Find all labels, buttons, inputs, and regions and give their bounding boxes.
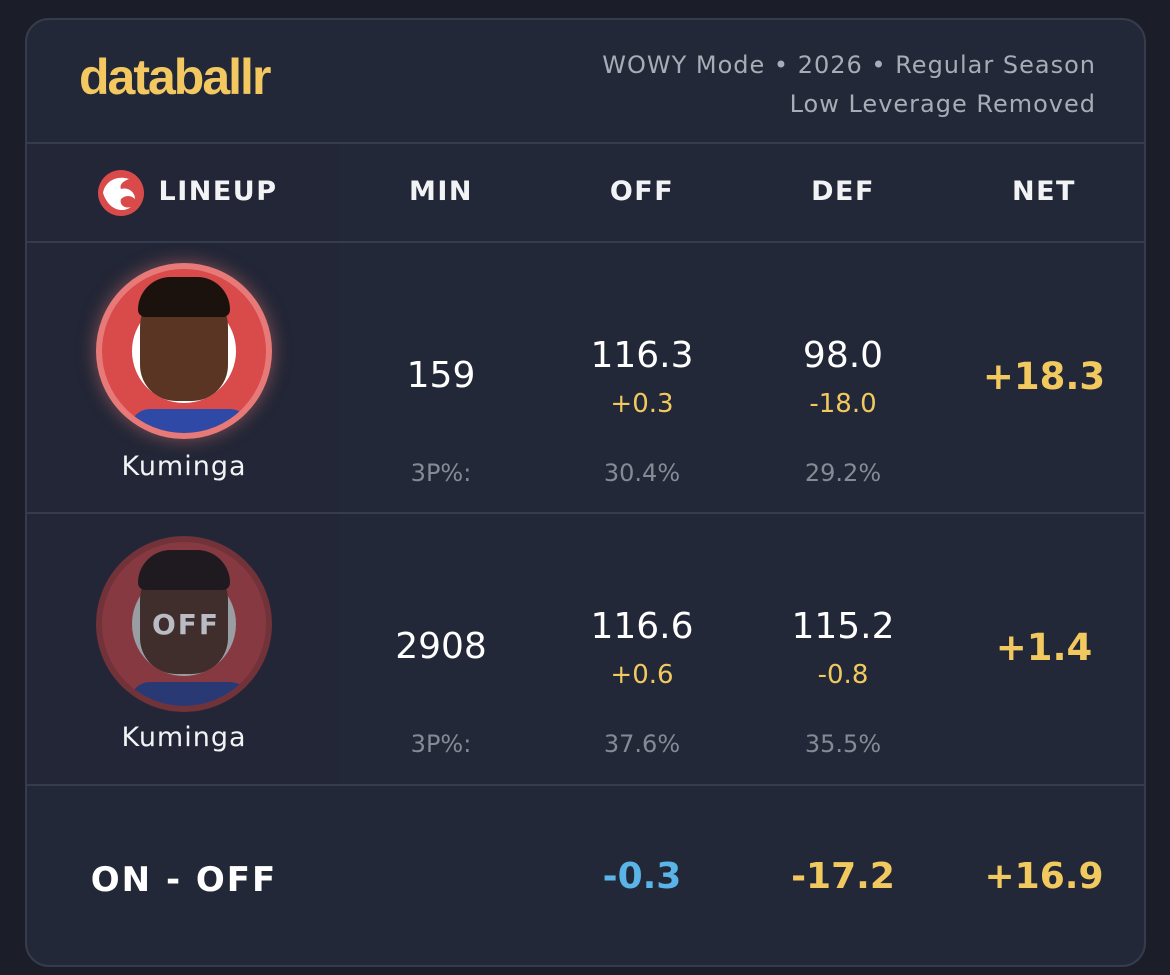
player-name: Kuminga — [121, 451, 247, 482]
off-badge: OFF — [152, 608, 221, 641]
on-off-off: -0.3 — [602, 856, 682, 897]
column-net: NET — [1012, 176, 1076, 207]
player-avatar-off — [96, 536, 272, 712]
3p-label: 3P%: — [410, 459, 472, 487]
off-rating: 116.6 — [590, 606, 694, 647]
column-lineup: LINEUP — [158, 176, 278, 207]
on-off-net: +16.9 — [984, 856, 1104, 897]
column-off: OFF — [609, 176, 675, 207]
off-3p-pct: 30.4% — [603, 459, 681, 487]
wowy-card: databallr WOWY Mode • 2026 • Regular Sea… — [25, 18, 1146, 967]
def-rating: 115.2 — [791, 606, 895, 647]
off-3p-pct: 37.6% — [603, 730, 681, 758]
databallr-logo: databallr — [79, 49, 271, 105]
off-delta: +0.6 — [610, 660, 674, 690]
mode-info: WOWY Mode • 2026 • Regular Season Low Le… — [602, 46, 1096, 124]
leverage-line: Low Leverage Removed — [789, 90, 1096, 118]
on-off-def: -17.2 — [791, 856, 895, 897]
hawks-logo-icon — [98, 170, 144, 216]
card-header: databallr WOWY Mode • 2026 • Regular Sea… — [27, 20, 1144, 144]
mode-line: WOWY Mode • 2026 • Regular Season — [602, 51, 1096, 79]
column-def: DEF — [811, 176, 875, 207]
player-name: Kuminga — [121, 722, 247, 753]
min-value: 159 — [406, 355, 476, 396]
off-delta: +0.3 — [610, 389, 674, 419]
column-min: MIN — [408, 176, 474, 207]
table-row-off: OFF Kuminga 2908 116.6 +0.6 115.2 -0.8 +… — [27, 514, 1144, 786]
def-3p-pct: 35.5% — [804, 730, 882, 758]
def-delta: -18.0 — [809, 389, 877, 419]
3p-label: 3P%: — [410, 730, 472, 758]
table-row-on: Kuminga 159 116.3 +0.3 98.0 -18.0 +18.3 … — [27, 243, 1144, 514]
column-header-row: LINEUP MIN OFF DEF NET — [27, 144, 1144, 243]
off-rating: 116.3 — [590, 335, 694, 376]
on-off-summary-row: ON - OFF -0.3 -17.2 +16.9 — [27, 786, 1144, 965]
net-rating: +1.4 — [995, 626, 1093, 669]
min-value: 2908 — [395, 626, 487, 667]
net-rating: +18.3 — [982, 355, 1106, 398]
def-delta: -0.8 — [817, 660, 869, 690]
player-avatar — [96, 263, 272, 439]
on-off-label: ON - OFF — [90, 860, 278, 900]
def-3p-pct: 29.2% — [804, 459, 882, 487]
def-rating: 98.0 — [802, 335, 884, 376]
